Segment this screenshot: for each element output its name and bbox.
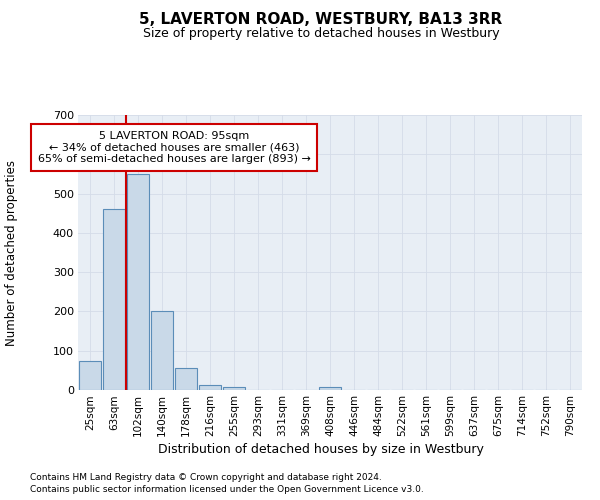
Bar: [103, 208, 125, 390]
Bar: [175, 368, 197, 390]
Bar: [151, 310, 173, 390]
Text: Contains public sector information licensed under the Open Government Licence v3: Contains public sector information licen…: [30, 485, 424, 494]
Bar: [199, 384, 221, 390]
Bar: [79, 360, 101, 390]
Text: Number of detached properties: Number of detached properties: [5, 160, 19, 346]
Bar: [223, 387, 245, 390]
Text: Size of property relative to detached houses in Westbury: Size of property relative to detached ho…: [143, 28, 499, 40]
Text: 5, LAVERTON ROAD, WESTBURY, BA13 3RR: 5, LAVERTON ROAD, WESTBURY, BA13 3RR: [139, 12, 503, 28]
Text: 5 LAVERTON ROAD: 95sqm
← 34% of detached houses are smaller (463)
65% of semi-de: 5 LAVERTON ROAD: 95sqm ← 34% of detached…: [38, 130, 310, 164]
Bar: [127, 174, 149, 390]
Text: Contains HM Land Registry data © Crown copyright and database right 2024.: Contains HM Land Registry data © Crown c…: [30, 472, 382, 482]
Text: Distribution of detached houses by size in Westbury: Distribution of detached houses by size …: [158, 444, 484, 456]
Bar: [319, 387, 341, 390]
